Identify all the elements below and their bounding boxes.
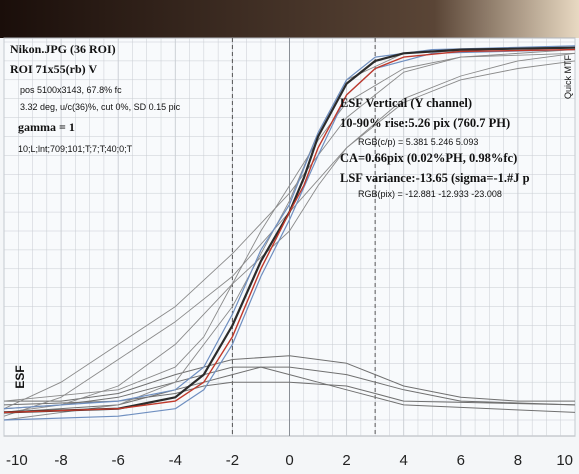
ca-text: CA=0.66pix (0.02%PH, 0.98%fc) [340, 151, 518, 165]
gamma-text: gamma = 1 [18, 120, 75, 134]
series-layer [3, 45, 576, 421]
header-bar [0, 0, 579, 38]
rise-text: 10-90% rise:5.26 pix (760.7 PH) [340, 116, 511, 130]
rgb-pix-text: RGB(pix) = -12.881 -12.933 -23.008 [358, 189, 502, 199]
x-tick-label: -10 [6, 452, 28, 469]
esf-series-line [3, 60, 576, 413]
x-tick-label: -2 [226, 452, 239, 469]
x-tick-label: 2 [342, 452, 350, 469]
x-tick-label: 0 [285, 452, 293, 469]
esf-series-line [3, 49, 576, 421]
x-tick-label: 8 [514, 452, 522, 469]
y-axis-label: ESF [13, 365, 27, 389]
x-tick-label: 4 [400, 452, 408, 469]
x-tick-label: -6 [112, 452, 125, 469]
params-text: 10;L;lnt;709;101;T;7;T;40;0;T [18, 144, 133, 154]
lsf-series-line [4, 355, 575, 402]
grid [3, 38, 576, 436]
esf-series-line [3, 52, 576, 402]
esf-series-line [3, 48, 576, 414]
angle-text: 3.32 deg, u/c(36)%, cut 0%, SD 0.15 pic [20, 102, 181, 112]
quick-mtf-label: Quick MTF [563, 55, 573, 99]
rgb-cp-text: RGB(c/p) = 5.381 5.246 5.093 [358, 137, 479, 147]
x-ticks: -10 -8 -6 -4 -2 0 2 4 6 8 10 [6, 452, 573, 469]
lsf-series-line [3, 366, 576, 413]
position-text: pos 5100x3143, 67.8% fc [20, 85, 122, 95]
x-tick-label: -4 [169, 452, 182, 469]
esf-series-line [3, 45, 576, 410]
x-tick-label: -8 [54, 452, 67, 469]
x-tick-label: 6 [457, 452, 465, 469]
image-title: Nikon.JPG (36 ROI) [10, 42, 116, 56]
x-tick-label: 10 [556, 452, 573, 469]
esf-series-line [3, 49, 576, 410]
esf-series-line [3, 46, 576, 414]
esf-title: ESF Vertical (Y channel) [340, 96, 473, 110]
roi-label: ROI 71x55(rb) V [10, 62, 98, 76]
lsf-variance-text: LSF variance:-13.65 (sigma=-1.#J p [340, 171, 530, 185]
